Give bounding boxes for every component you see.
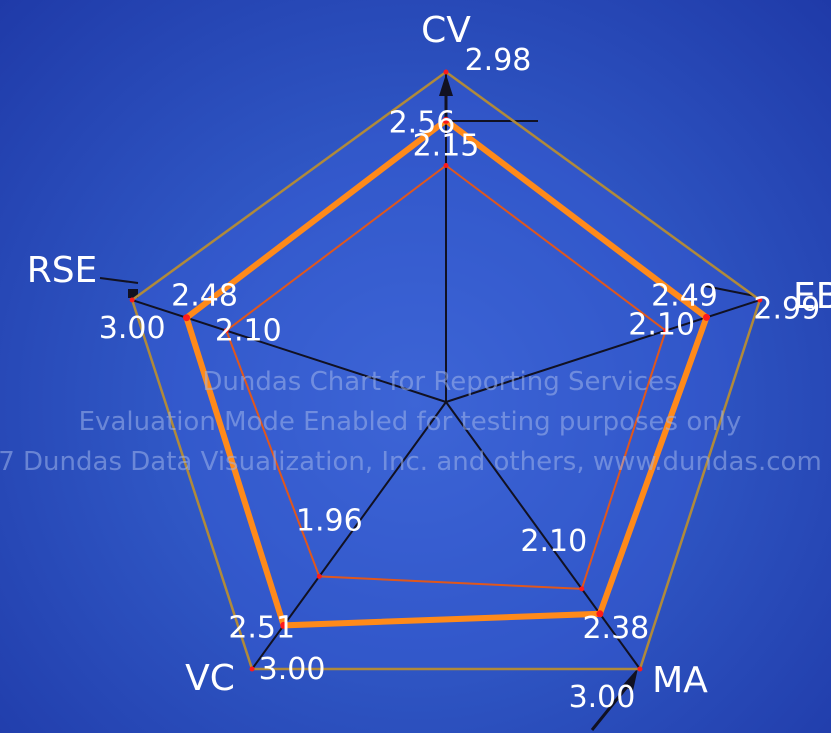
series-3-point-vc: [316, 573, 322, 579]
watermark-line-1: Dundas Chart for Reporting Services: [202, 367, 677, 397]
series-3-point-rse: [223, 328, 229, 334]
watermark-line-2: Evaluation Mode Enabled for testing purp…: [79, 407, 742, 437]
data-label-s1-eb: 2.99: [753, 291, 820, 326]
category-label-vc: VC: [185, 658, 235, 699]
data-label-s2-ma: 2.38: [582, 611, 649, 646]
data-label-s2-rse: 2.48: [171, 279, 238, 314]
leader-line-eb: [704, 285, 756, 297]
watermark-line-3: 7 Dundas Data Visualization, Inc. and ot…: [0, 447, 822, 477]
series-3-point-eb: [663, 328, 669, 334]
series-3-point-ma: [579, 586, 585, 592]
series-2-point-ma: [596, 610, 604, 618]
series-2-point-cv: [442, 116, 450, 124]
data-label-s1-cv: 2.98: [465, 43, 532, 78]
data-label-s3-eb: 2.10: [628, 308, 695, 343]
arrow-head-cv: [439, 74, 453, 96]
radar-series: [129, 69, 763, 672]
data-label-s0-rse: 3.00: [99, 311, 166, 346]
data-label-s0-vc: 3.00: [259, 652, 326, 687]
data-label-s2-eb: 2.49: [651, 278, 718, 313]
series-line-3: [225, 164, 667, 590]
series-0-point-rse: [129, 297, 135, 303]
series-0-point-ma: [637, 666, 643, 672]
category-label-eb: EB: [793, 276, 831, 317]
axis-labels: CV EB MA VC RSE: [27, 10, 831, 701]
data-label-s0-ma: 3.00: [569, 680, 636, 715]
data-label-s2-vc: 2.51: [228, 610, 295, 645]
series-2-point-rse: [183, 314, 191, 322]
series-0-point-vc: [249, 666, 255, 672]
category-label-rse: RSE: [27, 250, 98, 291]
data-label-s3-vc: 1.96: [296, 503, 363, 538]
spoke-ma: [445, 401, 641, 670]
arrow-head-ma: [622, 668, 638, 691]
series-2-point-vc: [280, 621, 288, 629]
category-label-ma: MA: [652, 660, 708, 701]
leader-line-rse: [99, 277, 139, 284]
data-labels: 3.00 3.00 3.00 2.98 2.99 2.56 2.49 2.38 2.51 2.48…: [99, 43, 820, 715]
series-line-0: [130, 70, 762, 671]
radar-grid: [99, 72, 761, 731]
watermark: Dundas Chart for Reporting Services Eval…: [0, 367, 822, 477]
arrow-shaft-ma: [590, 682, 632, 731]
category-label-cv: CV: [421, 10, 471, 51]
data-label-s2-cv: 2.56: [389, 105, 456, 140]
marker-rse: [128, 289, 138, 298]
series-0-point-cv: [443, 69, 449, 75]
series-2-point-eb: [702, 313, 710, 321]
series-line-2: [183, 116, 711, 629]
data-label-s3-rse: 2.10: [215, 314, 282, 349]
series-0-point-eb: [757, 297, 763, 303]
data-label-s3-cv: 2.15: [413, 129, 480, 164]
data-label-s3-ma: 2.10: [520, 524, 587, 559]
series-3-point-cv: [443, 163, 449, 168]
